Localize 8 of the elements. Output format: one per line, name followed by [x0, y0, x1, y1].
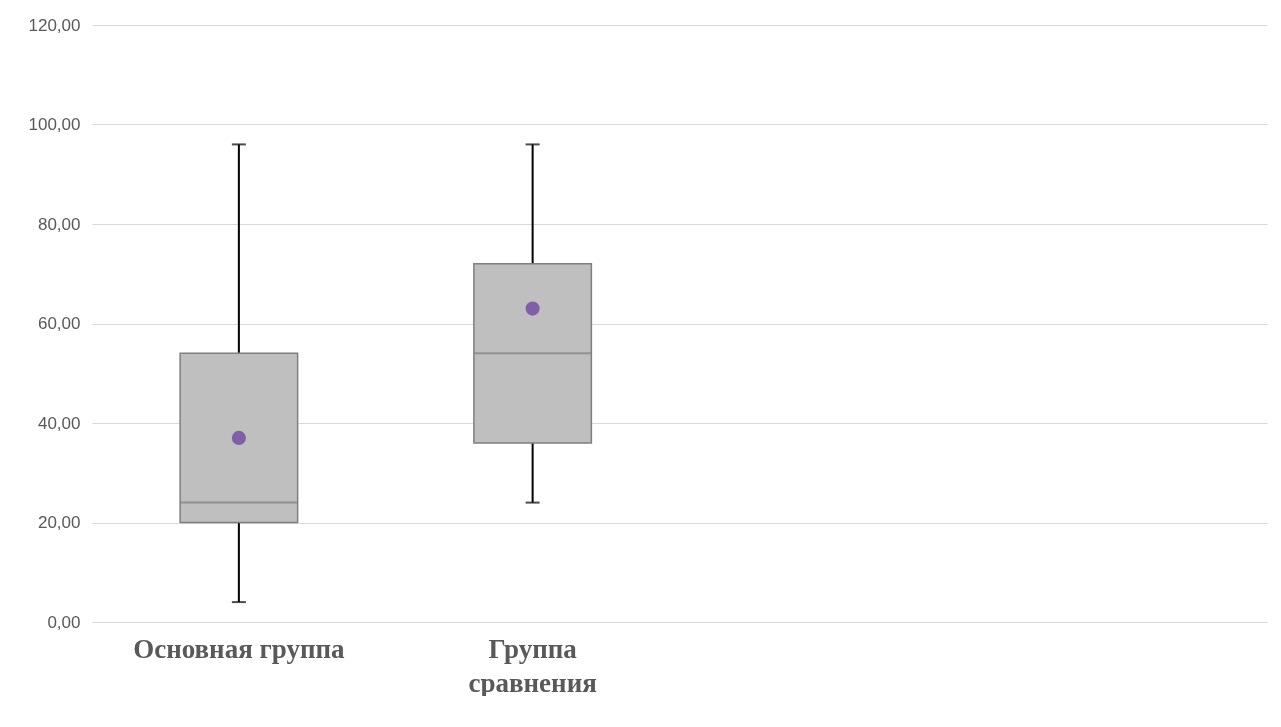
- y-tick-label: 60,00: [37, 314, 81, 333]
- x-tick-label: Основная группа: [133, 633, 346, 664]
- y-tick-label: 0,00: [47, 612, 81, 632]
- y-tick-label: 100,00: [28, 115, 81, 134]
- y-tick-label: 40,00: [37, 413, 81, 433]
- y-tick-label: 80,00: [37, 214, 81, 234]
- y-tick-label: 120,00: [28, 15, 81, 35]
- y-tick-label: 20,00: [37, 513, 81, 532]
